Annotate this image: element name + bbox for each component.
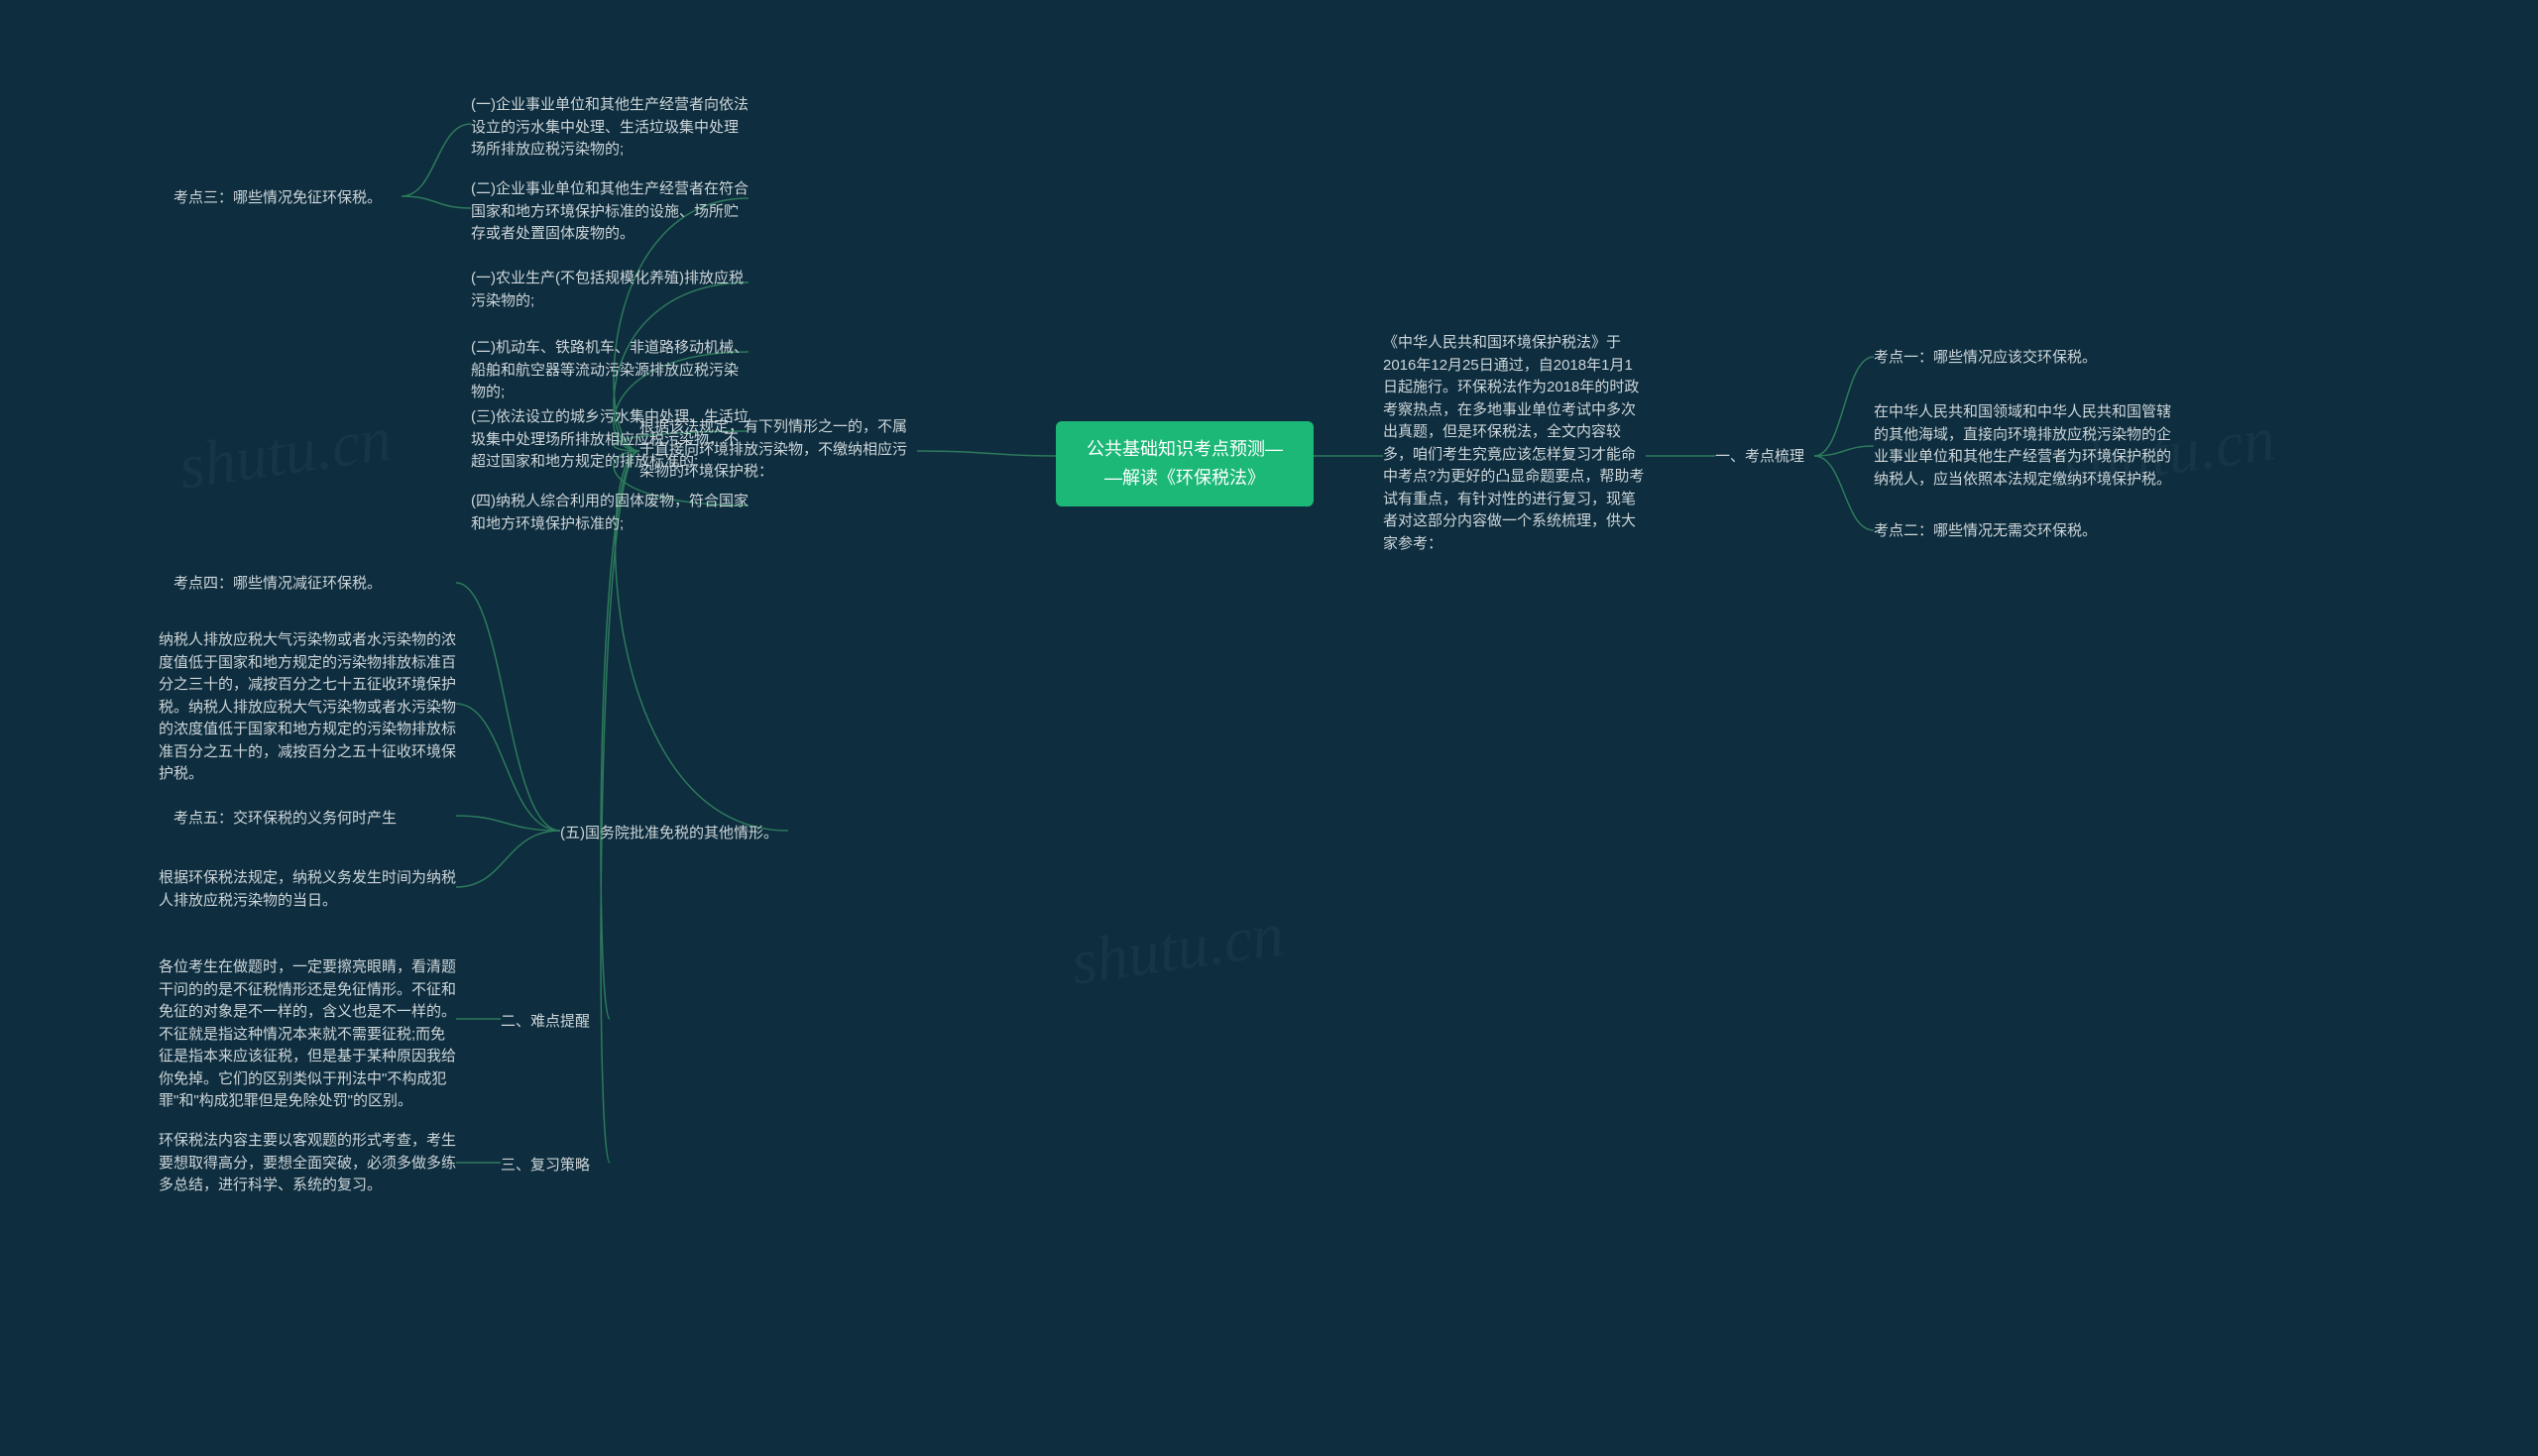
right-branch-label: 一、考点梳理 bbox=[1715, 446, 1814, 469]
left-child-4: (四)纳税人综合利用的固体废物，符合国家和地方环境保护标准的; bbox=[471, 491, 749, 535]
left-branch3-child: 环保税法内容主要以客观题的形式考查，考生要想取得高分，要想全面突破，必须多做多练… bbox=[159, 1130, 456, 1197]
left-child-kd3: 考点三：哪些情况免征环保税。 bbox=[173, 187, 402, 210]
right-child-3: 考点二：哪些情况无需交环保税。 bbox=[1874, 520, 2132, 543]
left-kd3-gc-2: (二)企业事业单位和其他生产经营者在符合国家和地方环境保护标准的设施、场所贮存或… bbox=[471, 178, 749, 246]
center-line2: —解读《环保税法》 bbox=[1080, 464, 1290, 493]
center-line1: 公共基础知识考点预测— bbox=[1080, 435, 1290, 464]
left-child-2: (二)机动车、铁路机车、非道路移动机械、船舶和航空器等流动污染源排放应税污染物的… bbox=[471, 337, 749, 404]
left-branch2-label: 二、难点提醒 bbox=[501, 1011, 610, 1034]
right-child-1: 考点一：哪些情况应该交环保税。 bbox=[1874, 347, 2132, 370]
watermark-2: shutu.cn bbox=[1067, 897, 1288, 999]
left-branch3-label: 三、复习策略 bbox=[501, 1155, 610, 1177]
watermark-1: shutu.cn bbox=[174, 401, 396, 504]
right-child-2: 在中华人民共和国领域和中华人民共和国管辖的其他海域，直接向环境排放应税污染物的企… bbox=[1874, 401, 2171, 491]
left-5-gc-1: 考点四：哪些情况减征环保税。 bbox=[173, 573, 411, 596]
left-child-3: (三)依法设立的城乡污水集中处理、生活垃圾集中处理场所排放相应应税污染物，不超过… bbox=[471, 406, 749, 474]
left-branch2-child: 各位考生在做题时，一定要擦亮眼睛，看清题干问的的是不征税情形还是免征情形。不征和… bbox=[159, 956, 456, 1113]
center-node: 公共基础知识考点预测— —解读《环保税法》 bbox=[1056, 421, 1314, 506]
left-child-5: (五)国务院批准免税的其他情形。 bbox=[560, 823, 788, 845]
left-5-gc-4: 根据环保税法规定，纳税义务发生时间为纳税人排放应税污染物的当日。 bbox=[159, 867, 456, 912]
left-5-gc-3: 考点五：交环保税的义务何时产生 bbox=[173, 808, 421, 831]
right-intro: 《中华人民共和国环境保护税法》于2016年12月25日通过，自2018年1月1日… bbox=[1383, 332, 1646, 555]
left-kd3-gc-1: (一)企业事业单位和其他生产经营者向依法设立的污水集中处理、生活垃圾集中处理场所… bbox=[471, 94, 749, 162]
left-5-gc-2: 纳税人排放应税大气污染物或者水污染物的浓度值低于国家和地方规定的污染物排放标准百… bbox=[159, 629, 456, 786]
left-child-1: (一)农业生产(不包括规模化养殖)排放应税污染物的; bbox=[471, 268, 749, 312]
